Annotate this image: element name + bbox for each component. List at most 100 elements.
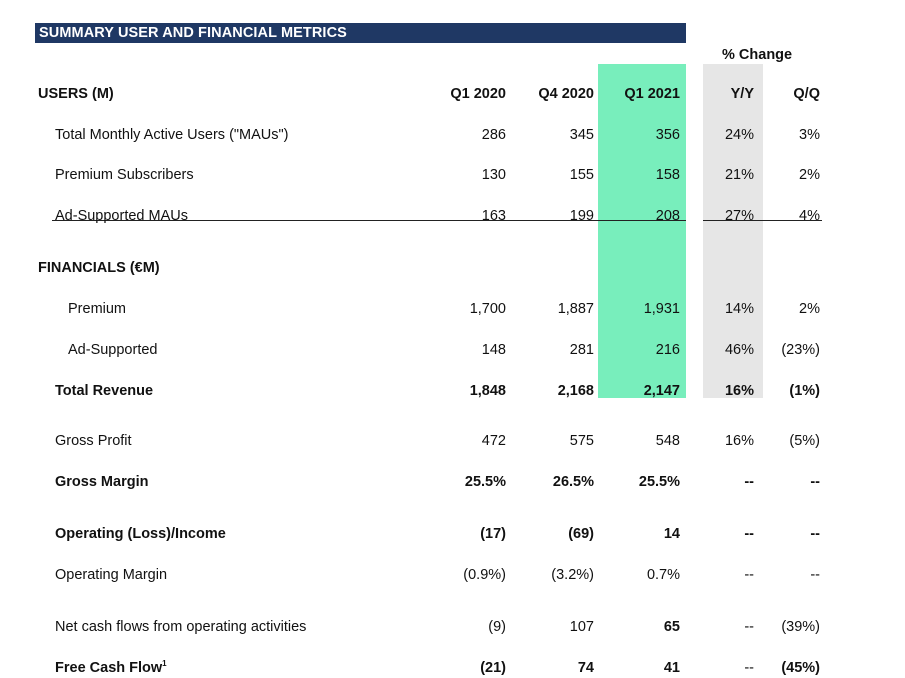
value-q4-2020: 155 [569,167,594,183]
value-q1-2021: 25.5% [638,474,680,490]
value-q4-2020: 2,168 [557,383,594,399]
value-q4-2020: 74 [577,660,594,676]
value-yoy: 46% [724,342,754,358]
row-label: Free Cash Flow [55,660,163,676]
table-row-operating-income: Operating (Loss)/Income (17) (69) 14 -- … [0,524,905,544]
value-q1-2020: 130 [481,167,506,183]
value-q1-2020: (21) [480,660,506,676]
value-q1-2020: 286 [481,127,506,143]
row-label: Premium Subscribers [55,167,194,183]
table-row: Premium Subscribers 130 155 158 21% 2% [0,165,905,185]
column-header-yoy: Y/Y [730,86,754,102]
value-q1-2020: 1,848 [469,383,506,399]
value-qoq: 4% [799,208,820,224]
value-qoq: (39%) [781,619,820,635]
total-revenue-divider [52,220,686,221]
value-q4-2020: 107 [569,619,594,635]
value-qoq: -- [810,526,820,542]
column-header-q1-2020: Q1 2020 [450,86,506,102]
row-label: Gross Margin [55,474,149,490]
value-qoq: (23%) [781,342,820,358]
value-yoy: 24% [724,127,754,143]
value-q1-2021: 216 [655,342,680,358]
value-q1-2021: 0.7% [646,567,680,583]
value-q1-2020: 472 [481,433,506,449]
value-yoy: -- [744,567,754,583]
value-q1-2021: 356 [655,127,680,143]
footnote-marker: 1 [162,659,167,668]
row-label: Net cash flows from operating activities [55,619,307,635]
value-q1-2021: 65 [663,619,680,635]
value-yoy: 14% [724,301,754,317]
value-q1-2020: 163 [481,208,506,224]
value-q1-2020: 1,700 [469,301,506,317]
value-yoy: 16% [724,383,754,399]
value-q1-2021: 158 [655,167,680,183]
row-label-wrapper: Free Cash Flow1 [55,658,167,678]
table-row: Ad-Supported MAUs 163 199 208 27% 4% [0,206,905,226]
value-q1-2021: 14 [663,526,680,542]
value-qoq: 3% [799,127,820,143]
percent-change-header: % Change [722,47,793,63]
value-q1-2021: 41 [663,660,680,676]
value-q1-2020: 148 [481,342,506,358]
value-qoq: -- [810,567,820,583]
row-label: Ad-Supported [68,342,158,358]
section-header-financials: FINANCIALS (€M) [0,258,905,278]
table-row-gross-margin: Gross Margin 25.5% 26.5% 25.5% -- -- [0,472,905,492]
value-qoq: (1%) [789,383,820,399]
value-qoq: (45%) [781,660,820,676]
row-label: Ad-Supported MAUs [55,208,188,224]
row-label: Operating Margin [55,567,168,583]
value-yoy: 27% [724,208,754,224]
column-header-q1-2021: Q1 2021 [624,86,680,102]
column-header-qoq: Q/Q [793,86,820,102]
value-yoy: -- [744,619,754,635]
row-label: Total Monthly Active Users ("MAUs") [55,127,289,143]
value-yoy: -- [744,474,754,490]
section-label-users: USERS (M) [38,86,114,102]
value-q4-2020: 199 [569,208,594,224]
value-q4-2020: 281 [569,342,594,358]
value-q4-2020: 345 [569,127,594,143]
value-q1-2021: 208 [655,208,680,224]
row-label: Gross Profit [55,433,132,449]
value-yoy: 16% [724,433,754,449]
value-yoy: -- [744,660,754,676]
table-row: Ad-Supported 148 281 216 46% (23%) [0,340,905,360]
column-header-q4-2020: Q4 2020 [538,86,594,102]
value-q1-2020: (17) [480,526,506,542]
table-row-total-revenue: Total Revenue 1,848 2,168 2,147 16% (1%) [0,381,905,401]
table-row-free-cash-flow: Free Cash Flow1 (21) 74 41 -- (45%) [0,658,905,678]
total-revenue-divider-change [703,220,822,221]
value-q1-2021: 548 [655,433,680,449]
value-q1-2020: (9) [488,619,506,635]
row-label: Total Revenue [55,383,154,399]
table-row: Operating Margin (0.9%) (3.2%) 0.7% -- -… [0,565,905,585]
value-q4-2020: 26.5% [552,474,594,490]
value-q4-2020: (3.2%) [551,567,594,583]
table-row: Premium 1,700 1,887 1,931 14% 2% [0,299,905,319]
value-yoy: -- [744,526,754,542]
yoy-highlight [703,64,763,398]
row-label: Premium [68,301,127,317]
value-q1-2021: 2,147 [643,383,680,399]
value-q1-2020: 25.5% [464,474,506,490]
current-quarter-highlight [598,64,686,398]
value-qoq: 2% [799,301,820,317]
value-q4-2020: 1,887 [557,301,594,317]
row-label: Operating (Loss)/Income [55,526,226,542]
value-q4-2020: 575 [569,433,594,449]
value-yoy: 21% [724,167,754,183]
table-title: SUMMARY USER AND FINANCIAL METRICS [35,23,686,43]
table-row: Gross Profit 472 575 548 16% (5%) [0,431,905,451]
value-q1-2021: 1,931 [643,301,680,317]
value-q4-2020: (69) [568,526,594,542]
section-label-financials: FINANCIALS (€M) [38,260,160,276]
value-qoq: -- [810,474,820,490]
value-qoq: 2% [799,167,820,183]
table-row: Net cash flows from operating activities… [0,617,905,637]
value-q1-2020: (0.9%) [463,567,506,583]
header-row: USERS (M) Q1 2020 Q4 2020 Q1 2021 Y/Y Q/… [0,84,905,104]
value-qoq: (5%) [789,433,820,449]
